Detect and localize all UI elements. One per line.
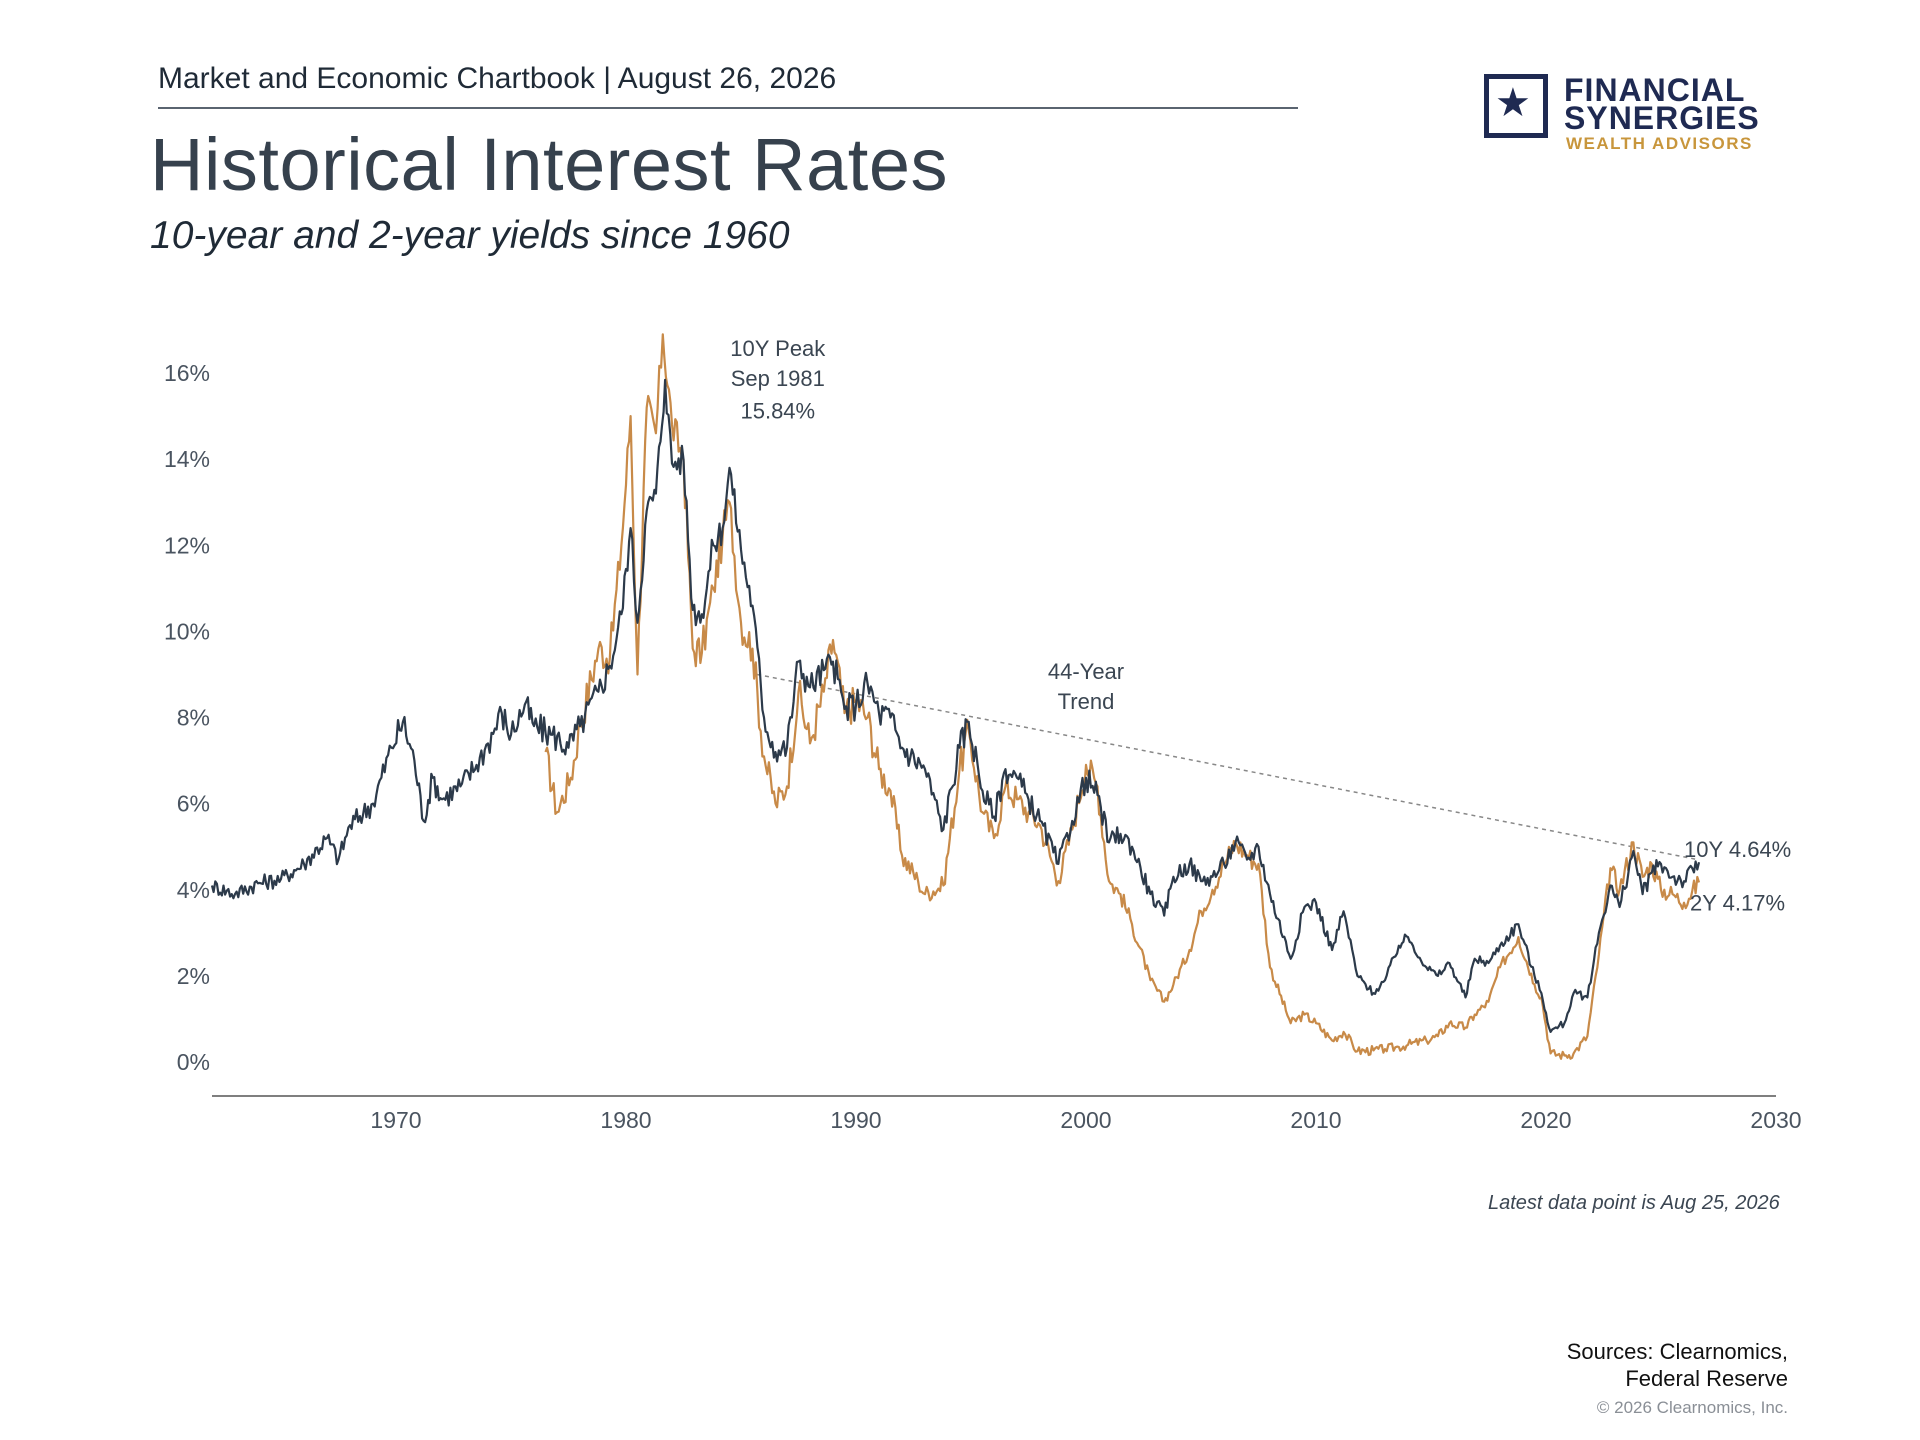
- y-tick-label: 0%: [177, 1049, 210, 1075]
- y-tick-label: 12%: [164, 532, 210, 558]
- y-tick-label: 2%: [177, 963, 210, 989]
- series-line-2y: [544, 333, 1701, 1060]
- star-icon: ★: [1495, 81, 1531, 125]
- y-tick-label: 10%: [164, 618, 210, 644]
- peak-annotation: Sep 1981: [731, 366, 825, 391]
- logo-text-financial: FINANCIAL: [1564, 72, 1746, 108]
- header-divider: [158, 107, 1298, 109]
- x-tick-label: 1970: [370, 1107, 421, 1133]
- y-tick-label: 8%: [177, 705, 210, 731]
- sources-note: Sources: Clearnomics, Federal Reserve: [1567, 1338, 1788, 1392]
- copyright-note: © 2026 Clearnomics, Inc.: [1596, 1398, 1788, 1417]
- x-tick-label: 1990: [830, 1107, 881, 1133]
- latest-data-note: Latest data point is Aug 25, 2026: [1488, 1192, 1780, 1214]
- x-tick-label: 2020: [1520, 1107, 1571, 1133]
- x-tick-label: 2010: [1290, 1107, 1341, 1133]
- end-label-2y: 2Y 4.17%: [1690, 890, 1785, 915]
- logo-frame: ★: [1484, 74, 1548, 138]
- chartbook-header: Market and Economic Chartbook | August 2…: [158, 62, 837, 95]
- trend-label: Trend: [1058, 689, 1115, 714]
- x-tick-label: 1980: [600, 1107, 651, 1133]
- sources-line-1: Sources: Clearnomics,: [1566, 1339, 1788, 1364]
- company-logo: ★ FINANCIAL SYNERGIES WEALTH ADVISORS: [1484, 72, 1784, 154]
- y-tick-label: 6%: [177, 791, 210, 817]
- x-tick-label: 2030: [1750, 1107, 1801, 1133]
- sources-line-2: Federal Reserve: [1625, 1366, 1788, 1391]
- logo-text-synergies: SYNERGIES: [1564, 100, 1760, 136]
- x-tick-label: 2000: [1060, 1107, 1111, 1133]
- page-subtitle: 10-year and 2-year yields since 1960: [150, 214, 790, 257]
- trend-label: 44-Year: [1048, 659, 1124, 684]
- logo-text-wealth-advisors: WEALTH ADVISORS: [1566, 134, 1753, 153]
- peak-annotation: 10Y Peak: [730, 336, 826, 361]
- y-tick-label: 4%: [177, 877, 210, 903]
- series-line-10y: [210, 378, 1701, 1033]
- y-tick-label: 16%: [164, 360, 210, 386]
- y-tick-label: 14%: [164, 446, 210, 472]
- end-label-10y: 10Y 4.64%: [1684, 837, 1791, 862]
- page-title: Historical Interest Rates: [150, 123, 948, 206]
- peak-annotation: 15.84%: [740, 398, 815, 423]
